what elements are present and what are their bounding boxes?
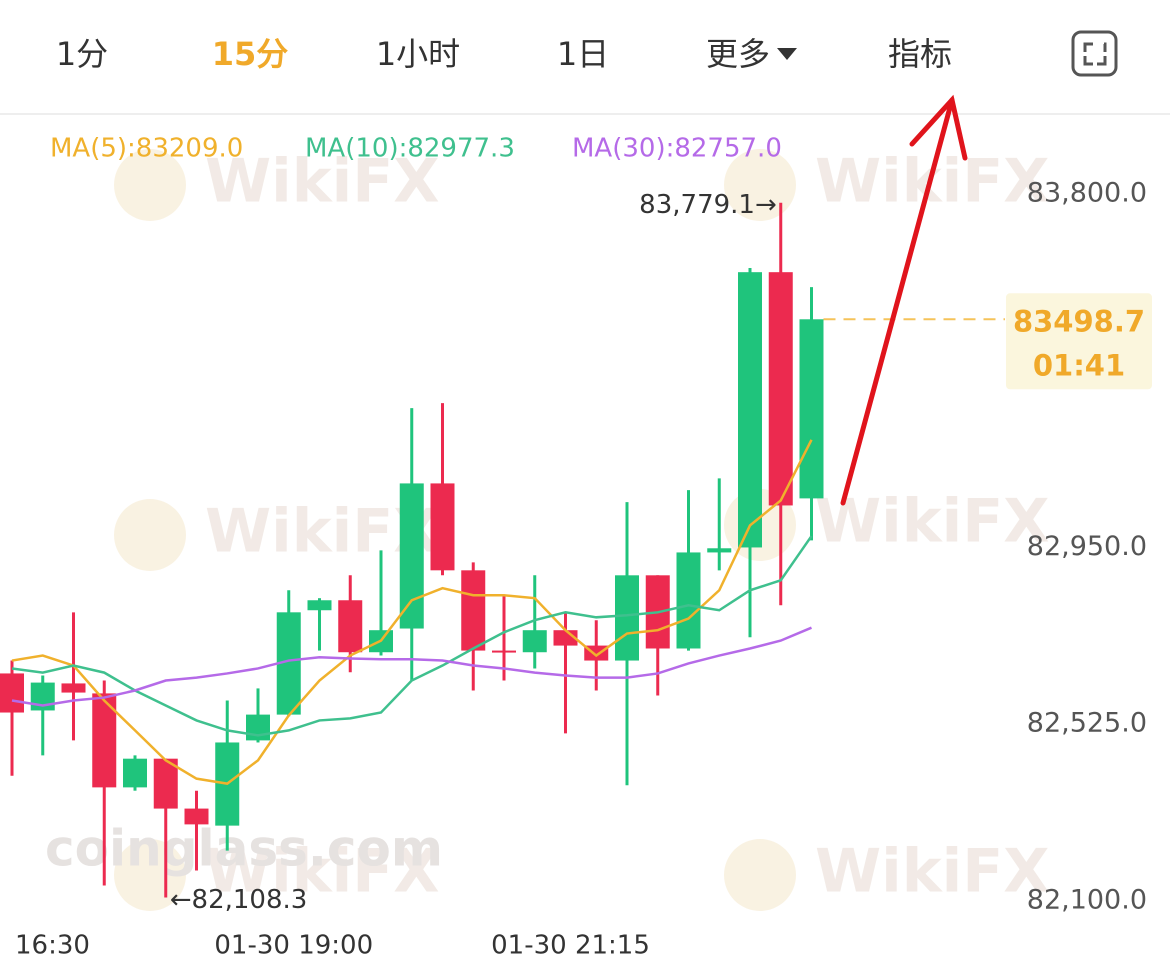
watermark-logo <box>114 839 186 911</box>
candle-body <box>768 272 793 506</box>
arrow-shaft <box>840 97 955 506</box>
ma-line <box>11 439 813 785</box>
y-tick-label: 82,525.0 <box>1027 708 1147 739</box>
candle-body <box>707 548 732 553</box>
legend-entry: MA(30):82757.0 <box>572 134 782 164</box>
watermark-logo <box>724 839 796 911</box>
tab[interactable]: 1小时 <box>376 35 460 73</box>
candle-body <box>0 673 24 713</box>
tab-bar: 1分 15分 1小时 1日 更多 指标 <box>56 35 952 73</box>
candle-body <box>184 808 209 825</box>
candle-body <box>61 683 86 693</box>
candle-body <box>799 319 824 499</box>
countdown: 01:41 <box>1033 348 1125 382</box>
candle-body <box>522 630 547 653</box>
tab[interactable]: 1日 <box>557 35 609 73</box>
candle-body <box>153 758 178 809</box>
candle-body <box>676 552 701 649</box>
watermark: WikiFX <box>205 147 439 217</box>
candle-body <box>338 600 363 653</box>
legend-entry: MA(10):82977.3 <box>305 134 515 164</box>
last-price-box <box>1006 293 1152 390</box>
low-label: ←82,108.3 <box>170 885 308 915</box>
high-label: 83,779.1→ <box>639 190 777 220</box>
red-arrow <box>840 94 968 506</box>
icon-corners <box>1083 42 1107 66</box>
candle-body <box>307 600 332 611</box>
ma-line <box>11 535 813 737</box>
legend-entry: MA(5):83209.0 <box>50 134 243 164</box>
candle-body <box>492 650 516 653</box>
watermark: WikiFX <box>815 837 1049 907</box>
candle-body <box>738 272 762 548</box>
watermark-logo <box>724 149 796 221</box>
y-tick-label: 82,950.0 <box>1027 531 1147 562</box>
x-tick-label: 16:30 <box>15 931 90 961</box>
plot: 83,800.083,375.082,950.082,525.082,100.0… <box>0 134 1152 961</box>
dropdown-caret <box>777 48 797 60</box>
x-tick-label: 01-30 21:15 <box>491 931 650 961</box>
x-tick-label: 01-30 19:00 <box>214 931 373 961</box>
source-watermark: coinglass.com <box>45 820 443 878</box>
tab[interactable]: 15分 <box>212 35 289 73</box>
icon-frame <box>1071 30 1118 77</box>
watermark: WikiFX <box>205 837 439 907</box>
y-tick-label: 82,100.0 <box>1027 884 1147 915</box>
candle-body <box>123 758 147 788</box>
arrow-head <box>909 94 968 161</box>
tab[interactable]: 1分 <box>56 35 108 73</box>
candle-body <box>461 570 486 651</box>
ma-line <box>11 626 812 707</box>
fullscreen-icon[interactable] <box>1071 30 1118 77</box>
watermark-logo <box>114 149 186 221</box>
watermark-logo <box>114 499 186 571</box>
candle-body <box>615 575 639 661</box>
tab[interactable]: 指标 <box>888 35 952 73</box>
last-price-label: 83498.7 <box>1013 304 1145 338</box>
watermark: WikiFX <box>815 487 1049 557</box>
candle-body <box>399 483 424 629</box>
tab[interactable]: 更多 <box>706 35 770 73</box>
candle-body <box>430 483 455 571</box>
y-tick-label: 83,800.0 <box>1027 178 1147 209</box>
